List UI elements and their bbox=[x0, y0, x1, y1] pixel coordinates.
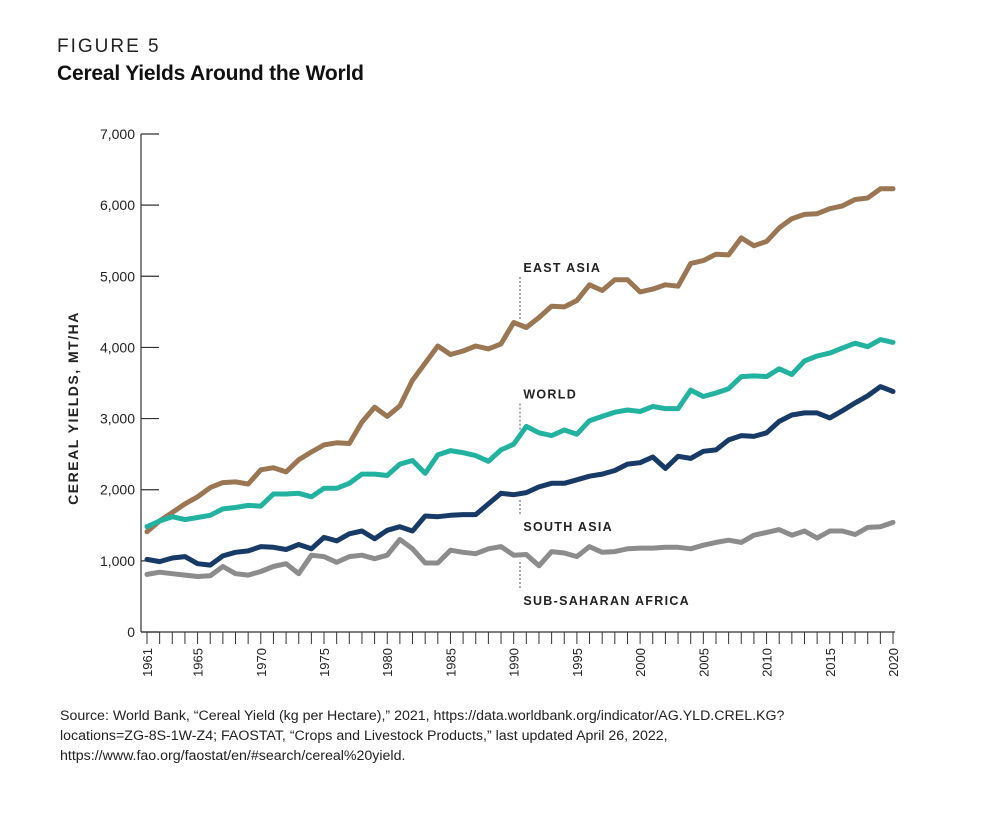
x-tick-label: 2010 bbox=[760, 648, 775, 677]
y-tick-label: 3,000 bbox=[100, 411, 135, 427]
series-line-world bbox=[144, 337, 896, 530]
line-chart: 0 1,000 2,000 3,000 4,000 5,000 6,000 7,000 196… bbox=[65, 126, 901, 677]
x-tick-label: 1980 bbox=[380, 648, 395, 677]
source-line: Source: World Bank, “Cereal Yield (kg pe… bbox=[60, 708, 785, 724]
y-tick-label: 5,000 bbox=[100, 268, 135, 284]
x-axis: 1961 1965 1970 1975 1980 1985 1990 1995 2000 2005… bbox=[140, 631, 901, 677]
y-tick-label: 2,000 bbox=[100, 482, 135, 498]
source-line: https://www.fao.org/faostat/en/#search/c… bbox=[60, 748, 406, 764]
y-tick-label: 6,000 bbox=[100, 197, 135, 213]
x-tick-label: 1975 bbox=[317, 648, 332, 677]
series-line-south-asia bbox=[144, 384, 896, 568]
x-tick-label: 2000 bbox=[633, 648, 648, 677]
x-tick-label: 1995 bbox=[570, 648, 585, 677]
series-annotations: EAST ASIA WORLD SOUTH ASIA SUB-SAHARAN AFRI… bbox=[519, 261, 690, 608]
y-axis: 0 1,000 2,000 3,000 4,000 5,000 6,000 7,000 bbox=[100, 126, 159, 640]
x-tick-label: 1985 bbox=[443, 648, 458, 677]
x-tick-label: 1990 bbox=[507, 648, 522, 677]
x-tick-label: 2020 bbox=[886, 648, 901, 677]
figure-title: Cereal Yields Around the World bbox=[57, 62, 364, 85]
series-line-sub-saharan-africa bbox=[144, 519, 896, 579]
y-tick-label: 4,000 bbox=[100, 339, 135, 355]
series-lines bbox=[144, 186, 896, 579]
x-tick-label: 1970 bbox=[254, 648, 269, 677]
series-label-east-asia: EAST ASIA bbox=[523, 261, 601, 275]
series-label-world: WORLD bbox=[523, 388, 577, 402]
x-tick-label: 2005 bbox=[696, 648, 711, 677]
source-line: locations=ZG-8S-1W-Z4; FAOSTAT, “Crops a… bbox=[60, 728, 668, 744]
series-line-east-asia bbox=[144, 186, 896, 535]
y-tick-label: 1,000 bbox=[100, 553, 135, 569]
x-tick-label: 1965 bbox=[191, 648, 206, 677]
x-tick-label: 2015 bbox=[823, 648, 838, 677]
series-label-sub-saharan-africa: SUB-SAHARAN AFRICA bbox=[523, 594, 690, 608]
y-tick-label: 7,000 bbox=[100, 126, 135, 142]
source-note: Source: World Bank, “Cereal Yield (kg pe… bbox=[60, 706, 940, 766]
series-label-south-asia: SOUTH ASIA bbox=[523, 520, 613, 534]
x-tick-label: 1961 bbox=[140, 648, 155, 677]
figure-label: FIGURE 5 bbox=[57, 36, 161, 57]
y-axis-label: CEREAL YIELDS, MT/HA bbox=[65, 311, 81, 505]
y-tick-label: 0 bbox=[127, 624, 135, 640]
